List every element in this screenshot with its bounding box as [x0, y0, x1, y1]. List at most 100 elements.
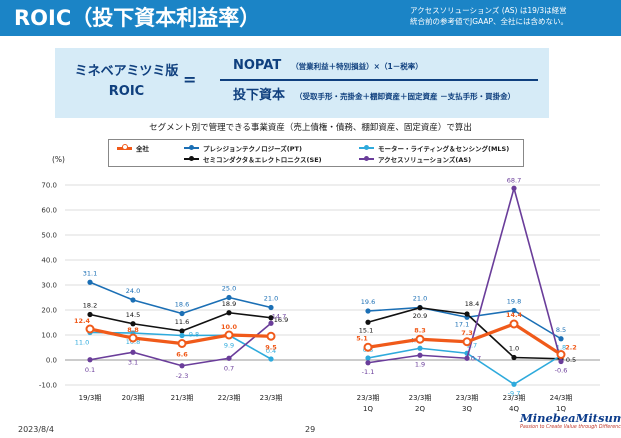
- data-point: [511, 185, 517, 191]
- x-tick-label: 23/3期: [456, 394, 479, 402]
- data-label: 6.6: [176, 351, 188, 359]
- data-label: 2.7: [467, 341, 477, 349]
- formula-left-line2: ROIC: [108, 84, 145, 99]
- data-label: -1.1: [362, 368, 375, 376]
- data-label: 68.7: [507, 176, 521, 184]
- data-label: 16.9: [274, 316, 288, 324]
- legend-item-as: アクセスソリューションズ(AS): [359, 154, 471, 164]
- footer-date: 2023/8/4: [18, 425, 54, 434]
- data-point: [179, 328, 185, 334]
- header-note-line1: アクセスソリューションズ (AS) は19/3は経営: [410, 6, 567, 15]
- data-point: [558, 336, 564, 342]
- data-point: [177, 339, 187, 348]
- y-tick-label: 40.0: [41, 257, 57, 265]
- logo-tagline: Passion to Create Value through Differen…: [520, 425, 621, 430]
- numerator-note: （営業利益＋特別損益）×（1－税率）: [291, 62, 423, 71]
- logo-wordmark: MinebeaMitsumi: [520, 411, 621, 425]
- legend-item-pt: プレシジョンテクノロジーズ(PT): [184, 143, 302, 153]
- data-point: [556, 350, 566, 359]
- data-point: [179, 332, 185, 339]
- y-tick-label: 30.0: [41, 282, 57, 290]
- data-label: 19.8: [507, 298, 521, 306]
- data-point: [462, 337, 472, 347]
- data-point: [511, 354, 517, 361]
- legend-label: アクセスソリューションズ(AS): [378, 156, 472, 164]
- x-tick-label: 4Q: [509, 405, 519, 413]
- data-label: 0.7: [224, 364, 234, 372]
- data-point: [464, 311, 470, 317]
- data-point: [558, 358, 564, 365]
- data-label: 14.7: [272, 312, 286, 320]
- data-point: [365, 355, 371, 361]
- fraction-bar: [220, 79, 538, 81]
- x-tick-label: 1Q: [363, 405, 373, 413]
- data-point: [365, 319, 371, 325]
- minebeamitsumi-logo: MinebeaMitsumi Passion to Create Value t…: [520, 411, 621, 430]
- data-label: 21.0: [264, 295, 278, 303]
- page-title: ROIC（投下資本利益率）: [14, 6, 261, 30]
- legend-item-zensha: 全社: [117, 143, 149, 153]
- data-label: 2.2: [565, 344, 577, 352]
- data-label: 12.4: [74, 317, 91, 325]
- data-point: [179, 363, 185, 369]
- header-note: アクセスソリューションズ (AS) は19/3は経営 統合前の参考値でJGAAP…: [410, 5, 615, 27]
- legend-swatch-as: [359, 156, 374, 161]
- data-label: 18.4: [465, 300, 479, 308]
- data-point: [268, 320, 274, 326]
- data-label: 1.8: [556, 344, 566, 352]
- x-tick-label: 21/3期: [171, 394, 194, 402]
- x-tick-label: 19/3期: [79, 394, 102, 402]
- header-note-line2: 統合前の参考値でJGAAP、全社には含めない。: [410, 17, 569, 26]
- data-point: [365, 308, 371, 314]
- data-point: [130, 321, 136, 327]
- data-label: 1.9: [415, 360, 425, 368]
- legend-label: プレシジョンテクノロジーズ(PT): [203, 145, 302, 153]
- data-point: [224, 330, 234, 340]
- data-label: 21.0: [413, 295, 427, 303]
- data-label: 8.5: [556, 326, 566, 334]
- data-point: [268, 315, 274, 321]
- title-bar: ROIC（投下資本利益率） アクセスソリューションズ (AS) は19/3は経営…: [0, 0, 621, 36]
- data-label: -9.7: [508, 389, 521, 397]
- formula-left-line1: ミネベアミツミ版: [74, 64, 179, 79]
- data-point: [417, 305, 423, 311]
- y-tick-label: 70.0: [41, 182, 57, 190]
- data-label: 0.7: [471, 354, 481, 362]
- legend-label: セミコンダクタ＆エレクトロニクス(SE): [203, 156, 322, 164]
- legend-swatch-mls: [359, 145, 374, 150]
- data-label: 11.0: [75, 339, 89, 347]
- x-tick-label: 20/3期: [122, 394, 145, 402]
- data-label: 18.9: [222, 300, 236, 308]
- data-point: [365, 360, 371, 366]
- y-tick-label: 20.0: [41, 307, 57, 315]
- data-point: [128, 333, 138, 343]
- data-label: 14.4: [506, 311, 523, 319]
- legend-label: モーター・ライティング＆センシング(MLS): [378, 145, 510, 153]
- data-label: -2.3: [176, 372, 189, 380]
- data-point: [417, 345, 423, 351]
- data-label: 11.6: [175, 318, 189, 326]
- legend-swatch-se: [184, 156, 199, 161]
- x-tick-label: 23/3期: [357, 394, 380, 402]
- legend-label: 全社: [136, 145, 149, 153]
- data-label: 25.0: [222, 285, 236, 293]
- denominator-label: 投下資本: [233, 88, 286, 103]
- data-label: 9.8: [189, 331, 199, 339]
- x-tick-label: 2Q: [415, 405, 425, 413]
- x-tick-label: 23/3期: [503, 394, 526, 402]
- denominator-note: （受取手形・売掛金＋棚卸資産＋固定資産 －支払手形・買掛金）: [295, 92, 516, 101]
- data-point: [509, 319, 519, 329]
- data-label: 14.5: [126, 311, 140, 319]
- data-point: [415, 334, 425, 344]
- chart-legend: 全社 プレシジョンテクノロジーズ(PT) セミコンダクタ＆エレクトロニクス(SE…: [108, 139, 524, 167]
- page-number: 29: [305, 425, 316, 434]
- data-label: 19.6: [361, 298, 375, 306]
- formula-left: ミネベアミツミ版 ROIC: [69, 62, 184, 102]
- data-label: 5.1: [356, 334, 368, 342]
- formula-numerator: NOPAT （営業利益＋特別損益）×（1－税率）: [233, 58, 423, 73]
- series-line: [89, 281, 272, 315]
- data-point: [130, 297, 136, 303]
- x-tick-label: 3Q: [462, 405, 472, 413]
- y-tick-label: 50.0: [41, 232, 57, 240]
- data-point: [363, 342, 373, 352]
